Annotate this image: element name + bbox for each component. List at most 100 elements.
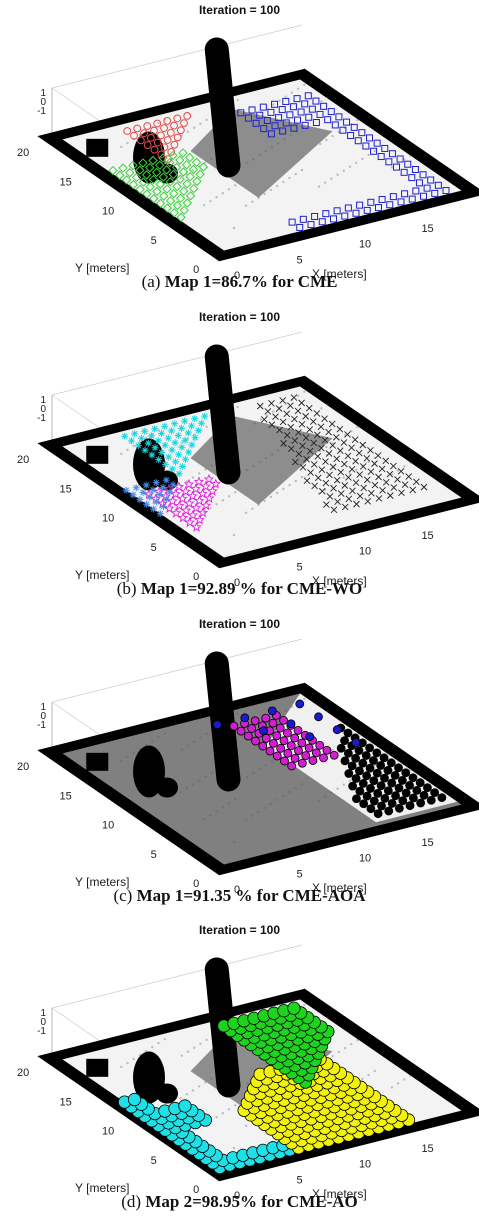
robot-marker-star-open [177, 512, 189, 523]
y-tick-label: 15 [60, 176, 72, 188]
robot-marker-circle-filled [343, 728, 353, 737]
robot-marker-asterisk [148, 451, 156, 459]
robot-marker-circle-filled [362, 791, 372, 800]
robot-marker-square-open [311, 212, 319, 220]
robot-marker-square-open [350, 123, 358, 131]
robot-marker-square-open [282, 119, 290, 127]
z-tick-label: -1 [37, 1026, 46, 1037]
robot-marker-star-open [183, 478, 195, 489]
robot-marker-star-open [207, 485, 218, 496]
z-tick-label: -1 [37, 720, 46, 731]
robot-marker-cross [298, 399, 305, 406]
robot-marker-square-open [401, 190, 409, 198]
robot-marker-cross [302, 434, 310, 441]
robot-marker-asterisk [181, 417, 189, 425]
robot-marker-circle-filled [178, 1099, 192, 1113]
robot-marker-asterisk [166, 488, 174, 496]
robot-marker-diamond-open [118, 163, 128, 173]
robot-marker-circle-filled [287, 1001, 301, 1016]
map-3d-plot: 10-10510152005101520X [meters]Y [meters] [17, 331, 479, 589]
robot-marker-square-open [335, 113, 343, 121]
x-tick-label: 5 [296, 561, 302, 573]
robot-marker-diamond-open [185, 171, 195, 182]
robot-marker-circle-filled [408, 793, 418, 802]
robot-marker-circle-open [140, 129, 148, 138]
robot-marker-star-open [193, 476, 205, 487]
robot-marker-cross [310, 439, 318, 447]
robot-marker-cross [287, 423, 295, 431]
robot-marker-cross [303, 477, 311, 484]
robot-marker-cross [382, 478, 390, 486]
x-tick-label: 5 [296, 1175, 302, 1187]
robot-marker-asterisk [149, 486, 157, 494]
robot-marker-circle-filled [355, 786, 365, 796]
x-tick-label: 5 [296, 868, 302, 880]
robot-marker-diamond-open [181, 160, 192, 170]
robot-marker-cross [310, 460, 318, 468]
robot-marker-cross [363, 454, 371, 462]
robot-marker-circle-filled [408, 772, 418, 782]
x-tick-label: 15 [421, 836, 433, 848]
robot-marker-circle-open [146, 133, 155, 142]
robot-marker-cross [378, 465, 386, 472]
robot-marker-circle-filled [416, 798, 426, 807]
robot-marker-circle-filled [384, 806, 394, 815]
robot-marker-circle-open [150, 126, 158, 135]
x-axis-label: X [meters] [312, 1187, 367, 1201]
y-axis-label: Y [meters] [75, 568, 129, 582]
robot-marker-star-open [200, 480, 211, 492]
robot-marker-cross [295, 428, 302, 436]
robot-marker-cross [329, 463, 337, 470]
robot-marker-diamond-open [149, 193, 159, 204]
robot-marker-star-open [194, 514, 205, 525]
robot-marker-circle-filled [344, 768, 354, 778]
map-3d-plot: 10-10510152005101520X [meters]Y [meters] [17, 24, 479, 282]
robot-marker-cross [329, 441, 336, 449]
robot-marker-circle-open [160, 124, 168, 133]
robot-marker-square-open [263, 116, 271, 124]
robot-marker-cross [397, 467, 405, 475]
y-tick-label: 15 [60, 483, 72, 495]
robot-marker-diamond-open [179, 205, 189, 215]
robot-marker-star-open [177, 493, 188, 504]
robot-marker-cross [272, 413, 279, 420]
robot-marker-asterisk [151, 424, 159, 432]
robot-marker-asterisk [169, 481, 177, 489]
z-tick-label: 1 [40, 395, 46, 406]
robot-marker-diamond-open [135, 184, 145, 195]
robot-marker-asterisk [156, 490, 164, 498]
robot-marker-square-open [344, 204, 352, 212]
robot-marker-circle-open [176, 126, 185, 135]
robot-marker-circle-open [150, 145, 159, 154]
robot-marker-square-open [256, 111, 264, 119]
robot-marker-cross [390, 462, 397, 470]
robot-marker-asterisk [172, 458, 179, 466]
robot-marker-cross [336, 447, 344, 454]
robot-marker-circle-filled [247, 723, 257, 733]
robot-marker-circle-open [156, 131, 165, 140]
robot-marker-circle-filled [279, 715, 289, 725]
robot-marker-asterisk [129, 491, 137, 499]
robot-marker-cross [279, 418, 287, 425]
robot-marker-cross [311, 482, 318, 489]
robot-marker-circle-filled [366, 803, 376, 813]
robot-marker-asterisk [178, 424, 185, 432]
x-tick-label: 5 [296, 254, 302, 266]
robot-marker-asterisk [154, 436, 162, 444]
robot-marker-diamond-open [182, 179, 192, 189]
robot-marker-circle-filled [287, 761, 297, 770]
robot-marker-square-open [352, 209, 360, 217]
robot-marker-cross [330, 506, 338, 513]
robot-marker-cross [359, 462, 367, 470]
robot-marker-circle-filled [354, 745, 364, 755]
robot-marker-square-open [252, 119, 260, 127]
robot-marker-diamond-open [135, 165, 145, 175]
robot-marker-circle-filled [251, 736, 260, 745]
robot-marker-asterisk [178, 443, 186, 451]
y-tick-label: 0 [193, 1184, 199, 1196]
y-axis-label: Y [meters] [75, 875, 129, 889]
robot-marker-cross [318, 444, 325, 452]
robot-marker-diamond-open [185, 152, 195, 163]
robot-marker-diamond-open [159, 191, 169, 201]
